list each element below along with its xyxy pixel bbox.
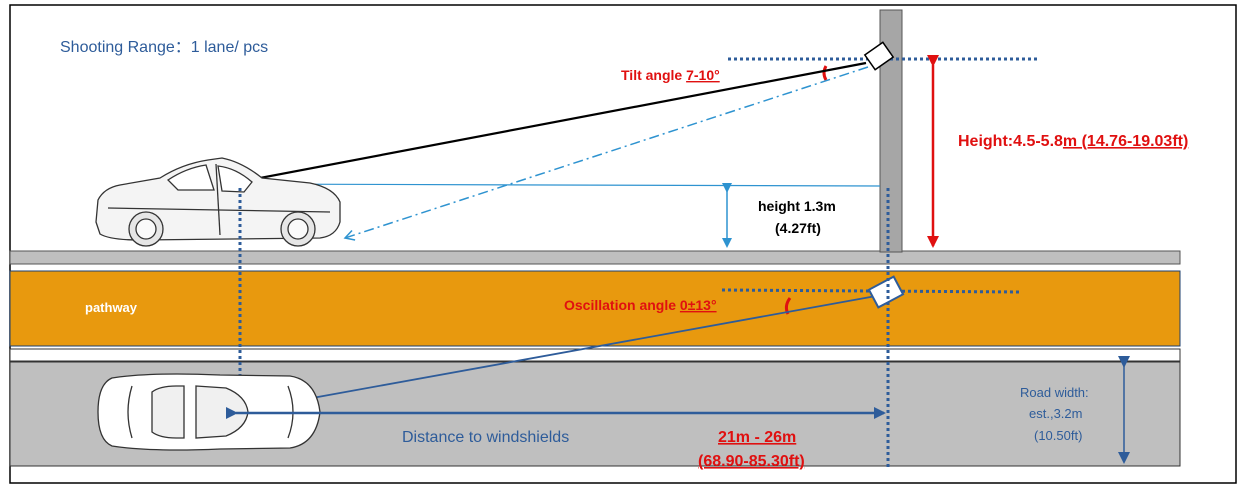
distance-meters: 21m - 26m [718,429,796,446]
separator-strip [9,348,1181,362]
height-label: Height:4.5-5.8m (14.76-19.03ft) [958,133,1188,150]
sightline-to-windshield [242,61,867,185]
lower-sightline [343,66,869,241]
side-view-car [95,157,341,247]
ground-bar [9,250,1181,265]
oscillation-sightline [245,295,877,411]
car-height-label-line2: (4.27ft) [775,220,821,236]
pathway-label: pathway [85,300,138,315]
road-width-label-line2: est.,3.2m [1029,406,1082,421]
car-height-label-line1: height 1.3m [758,198,836,214]
pathway-band [9,270,1181,347]
camera-horizon-line-road [721,288,1021,294]
top-view-car [97,373,321,451]
camera-road [867,275,905,309]
distance-feet: (68.90-85.30ft) [698,453,805,470]
road-width-label-line1: Road width: [1020,385,1089,400]
road-width-label-line3: (10.50ft) [1034,428,1082,443]
tilt-angle-label: Tilt angle 7-10° [621,67,720,83]
oscillation-angle-label: Oscillation angle 0±13° [564,297,717,313]
camera-pole [879,9,903,253]
camera-top [863,41,895,71]
tilt-angle-arc [822,65,828,81]
car-height-reference-line [235,183,881,187]
shooting-range-title: Shooting Range：1 lane/ pcs [60,39,268,56]
distance-label: Distance to windshields [402,429,569,446]
